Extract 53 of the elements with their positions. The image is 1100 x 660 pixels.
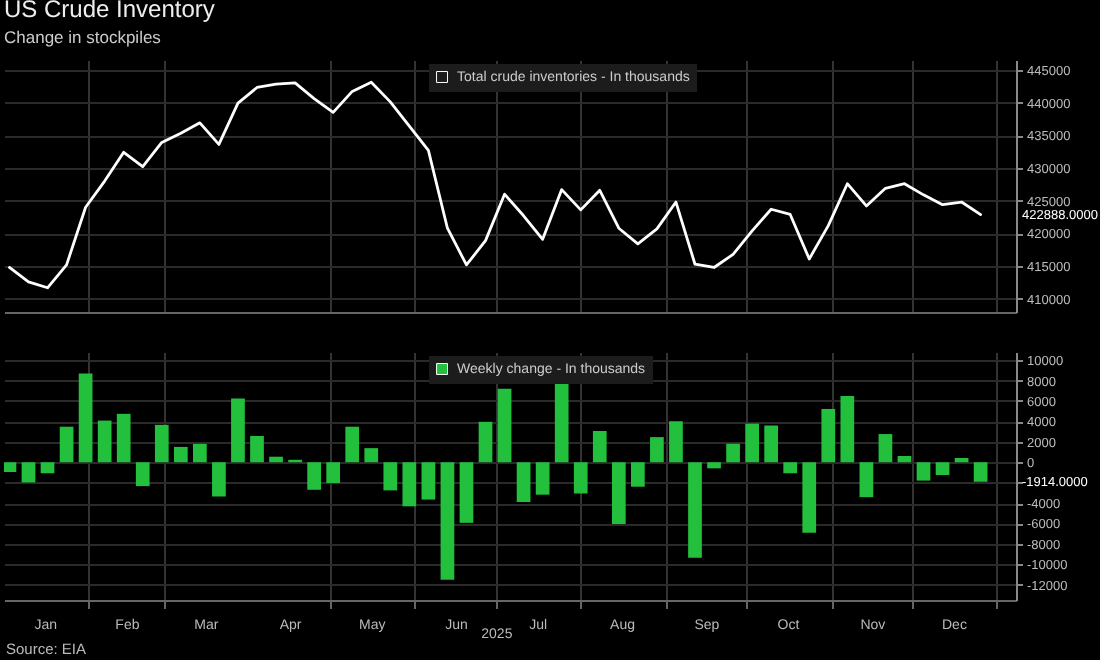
- bar: [497, 388, 512, 463]
- bar: [611, 462, 626, 525]
- chart-title: US Crude Inventory: [4, 0, 215, 23]
- bar: [21, 462, 36, 483]
- bar: [935, 462, 950, 476]
- bar: [383, 462, 398, 491]
- bar: [916, 462, 931, 481]
- bar: [688, 462, 702, 558]
- bar: [478, 421, 493, 463]
- bar: [726, 443, 740, 463]
- bar: [764, 425, 779, 463]
- chart-subtitle: Change in stockpiles: [4, 27, 161, 47]
- bar: [802, 462, 817, 533]
- bar: [840, 396, 855, 463]
- bar: [116, 413, 131, 463]
- bar: [669, 421, 683, 463]
- bar: [440, 462, 455, 580]
- bar: [97, 420, 112, 463]
- bar: [269, 456, 283, 463]
- bar: [345, 426, 360, 463]
- bar: [402, 462, 417, 507]
- bar: [592, 430, 607, 463]
- bar: [193, 443, 207, 463]
- bar: [154, 424, 169, 463]
- bar: [554, 383, 569, 463]
- bar: [4, 462, 17, 473]
- line-series: [8, 80, 983, 290]
- bar: [135, 462, 150, 487]
- bar: [40, 462, 55, 474]
- bar: [897, 456, 912, 463]
- bar: [707, 462, 721, 469]
- bar: [650, 437, 664, 463]
- bar: [745, 423, 759, 463]
- bar: [326, 462, 341, 484]
- bar: [516, 462, 531, 503]
- bar: [250, 435, 264, 463]
- bar: [78, 373, 93, 463]
- bar: [573, 462, 588, 494]
- bar: [307, 462, 321, 490]
- bar: [231, 398, 245, 463]
- bar: [859, 462, 874, 498]
- bar: [973, 462, 988, 482]
- bar: [535, 462, 550, 495]
- bar: [783, 462, 798, 474]
- bar: [459, 462, 474, 523]
- bar: [821, 408, 836, 463]
- bar: [173, 446, 188, 463]
- bar: [878, 434, 893, 463]
- bar: [212, 462, 226, 497]
- bar: [59, 426, 74, 463]
- bar: [631, 462, 645, 487]
- bar: [421, 462, 436, 500]
- bar: [364, 448, 379, 463]
